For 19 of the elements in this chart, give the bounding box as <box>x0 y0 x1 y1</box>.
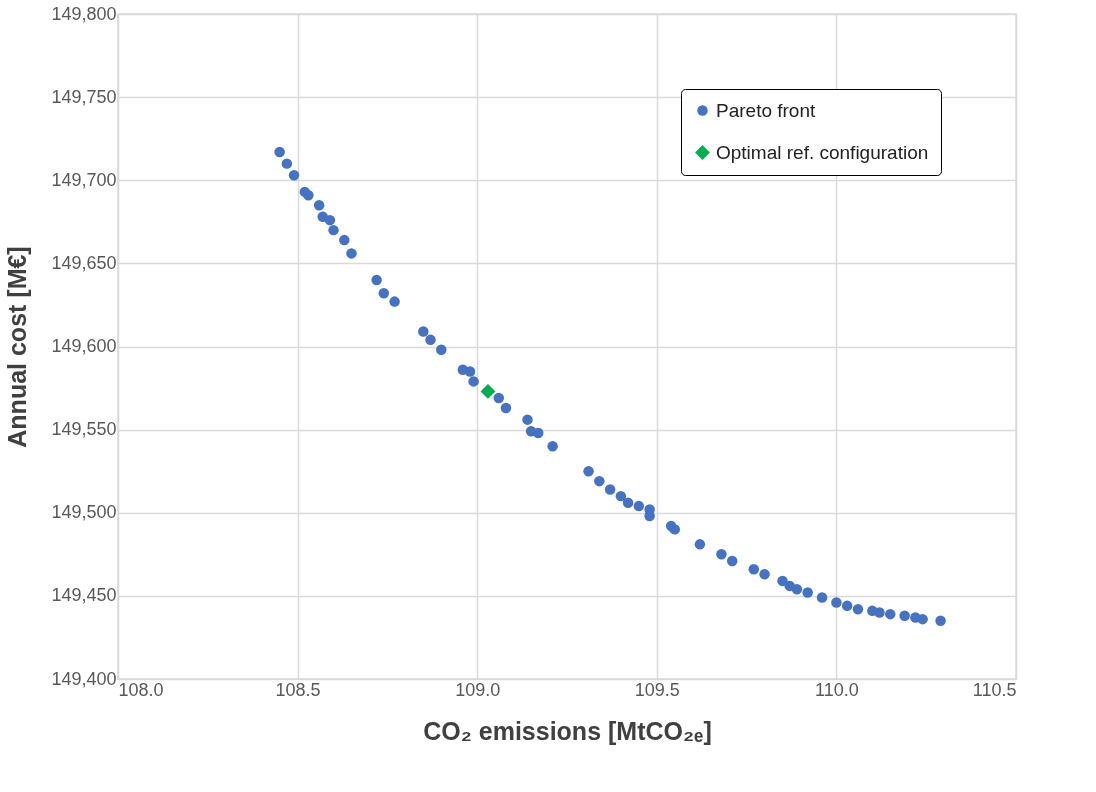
y-tick-label: 149,700 <box>51 169 117 190</box>
y-tick-label: 149,550 <box>51 419 117 440</box>
y-tick-label: 149,400 <box>51 668 117 689</box>
x-tick-label: 109.0 <box>455 679 501 700</box>
y-tick-label: 149,750 <box>51 86 117 107</box>
x-tick-label: 110.5 <box>972 679 1017 700</box>
y-tick-label: 149,650 <box>51 252 117 273</box>
y-tick-label: 149,600 <box>51 336 117 356</box>
y-tick-label: 149,450 <box>51 585 117 606</box>
legend-label: Optimal ref. configuration <box>716 141 929 163</box>
y-axis-title: Annual cost [M€] <box>3 246 32 448</box>
y-tick-label: 149,800 <box>51 3 117 24</box>
x-tick-label: 109.5 <box>634 679 680 700</box>
legend-label: Pareto front <box>716 99 816 121</box>
x-axis-title: CO₂ emissions [MtCO₂ₑ] <box>423 716 712 745</box>
x-tick-label: 110.0 <box>815 679 859 700</box>
x-tick-label: 108.0 <box>118 679 164 700</box>
x-tick-label: 108.5 <box>275 679 321 700</box>
y-tick-label: 149,500 <box>51 502 117 523</box>
